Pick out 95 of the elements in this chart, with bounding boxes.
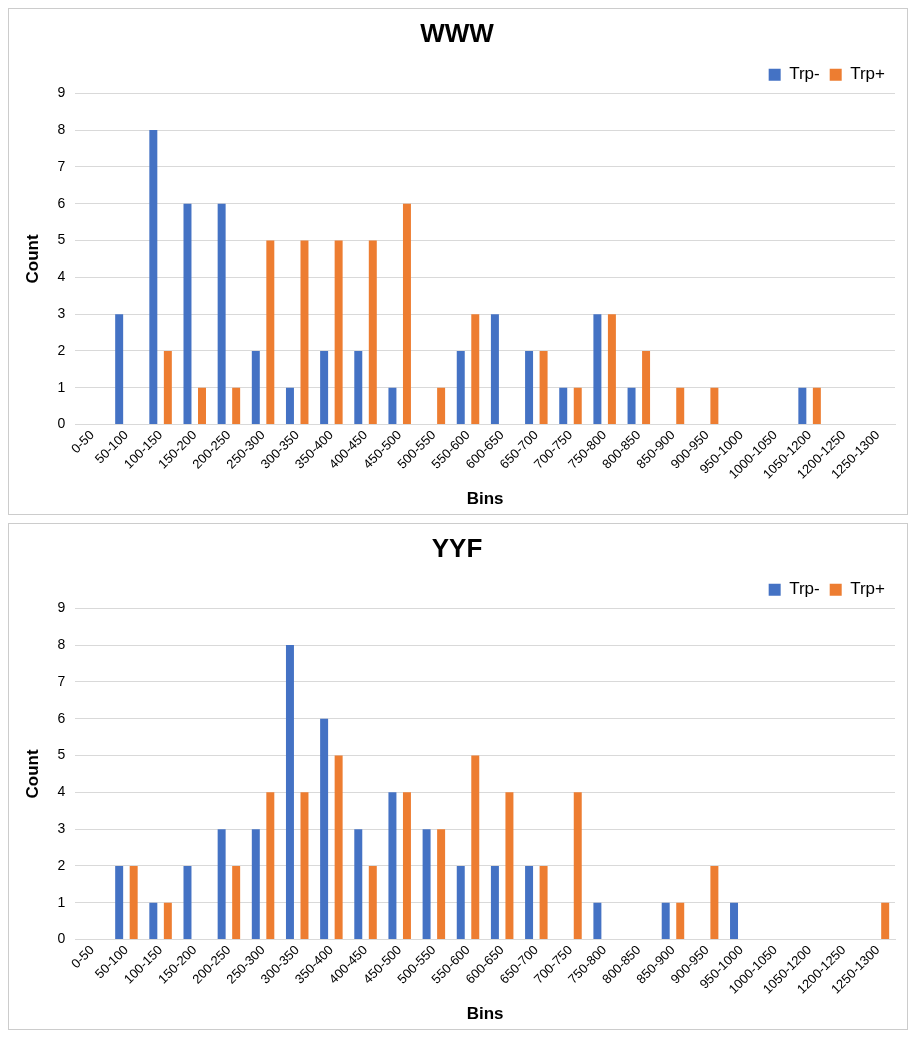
y-tick-label: 4 (57, 783, 66, 800)
bar (149, 902, 158, 940)
y-tick-label: 4 (57, 268, 66, 285)
bar (490, 865, 499, 940)
bar (881, 902, 890, 940)
bar (217, 829, 226, 940)
bar (402, 792, 411, 940)
bar (232, 387, 241, 425)
bar (163, 350, 172, 425)
bar (320, 718, 329, 940)
bar (642, 350, 651, 425)
bar (559, 387, 568, 425)
y-tick-label: 7 (57, 157, 66, 174)
bar (490, 314, 499, 425)
legend-label: Trp- (789, 64, 820, 84)
y-tick-label: 8 (57, 120, 66, 137)
legend-label: Trp+ (850, 579, 886, 599)
bar (320, 350, 329, 425)
bar (661, 902, 670, 940)
y-tick-label: 5 (57, 231, 66, 248)
y-tick-label: 9 (57, 84, 66, 101)
bar (505, 792, 514, 940)
bar (627, 387, 636, 425)
y-tick-label: 3 (57, 820, 66, 836)
legend-label: Trp+ (850, 64, 886, 84)
bar (471, 755, 480, 940)
bar (183, 203, 192, 425)
bar (368, 240, 377, 425)
bar (115, 865, 124, 940)
bar (798, 387, 807, 425)
bar (402, 203, 411, 425)
bar (149, 130, 158, 425)
y-tick-label: 7 (57, 672, 66, 689)
x-axis-title: Bins (466, 489, 504, 509)
bar (676, 902, 685, 940)
bar (388, 387, 397, 425)
y-axis-title: Count (22, 234, 42, 284)
bar (539, 865, 548, 940)
chart-title: WWW (420, 17, 495, 48)
bar (573, 792, 582, 940)
y-tick-label: 2 (57, 341, 66, 358)
y-tick-label: 6 (57, 194, 66, 211)
y-tick-label: 0 (57, 415, 66, 432)
y-tick-label: 6 (57, 709, 66, 726)
bar (163, 902, 172, 940)
bar (593, 902, 602, 940)
bar (525, 350, 534, 425)
bar (334, 240, 343, 425)
chart-title: YYF (431, 532, 483, 563)
y-tick-label: 3 (57, 305, 66, 321)
bar (232, 865, 241, 940)
bar (285, 645, 294, 940)
bar (368, 865, 377, 940)
y-tick-label: 9 (57, 599, 66, 616)
bar (285, 387, 294, 425)
bar (198, 387, 206, 425)
bar (251, 350, 260, 425)
bar (266, 240, 275, 425)
bar (730, 902, 739, 940)
bar (266, 792, 275, 940)
bar (710, 865, 719, 940)
bar (129, 865, 138, 940)
y-tick-label: 2 (57, 856, 66, 873)
y-tick-label: 0 (57, 930, 66, 947)
bar (251, 829, 260, 940)
x-axis-title: Bins (466, 1004, 504, 1024)
bar (422, 829, 431, 940)
bar (115, 314, 124, 425)
bar (456, 865, 465, 940)
bar (334, 755, 343, 940)
bar (607, 314, 616, 425)
bar (354, 829, 363, 940)
bar (354, 350, 363, 425)
bar (525, 865, 534, 940)
bar (300, 240, 309, 425)
bar (456, 350, 465, 425)
bar (217, 203, 226, 425)
y-tick-label: 1 (57, 378, 66, 395)
bar (300, 792, 309, 940)
bar (593, 314, 602, 425)
bar (437, 387, 446, 425)
bar (676, 387, 685, 425)
bar (573, 387, 582, 425)
bar (539, 350, 548, 425)
legend-label: Trp- (789, 579, 820, 599)
y-tick-label: 1 (57, 893, 66, 910)
bar (183, 865, 192, 940)
y-axis-title: Count (22, 749, 42, 799)
bar (437, 829, 446, 940)
bar (388, 792, 397, 940)
y-tick-label: 5 (57, 746, 66, 763)
y-tick-label: 8 (57, 635, 66, 652)
bar (471, 314, 480, 425)
bar (710, 387, 719, 425)
bar (812, 387, 821, 425)
